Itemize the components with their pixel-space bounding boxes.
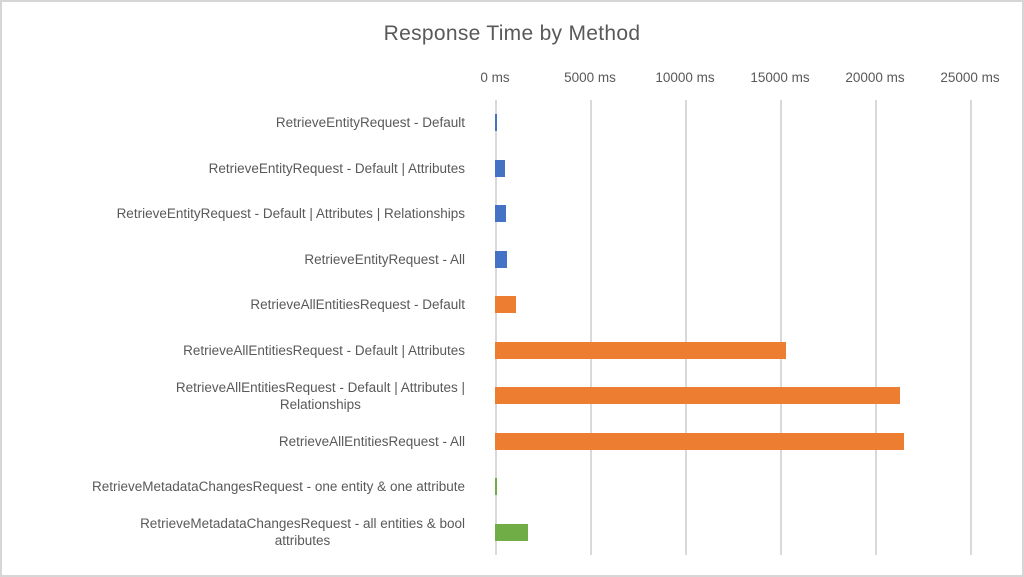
bar: [495, 523, 529, 541]
category-label-line: RetrieveMetadataChangesRequest - one ent…: [92, 479, 465, 495]
category-label: RetrieveEntityRequest - Default: [276, 114, 465, 131]
category-label: RetrieveEntityRequest - Default | Attrib…: [117, 205, 465, 222]
bar: [495, 114, 498, 132]
bar-row: [495, 328, 1022, 374]
category-label: RetrieveEntityRequest - All: [304, 251, 465, 268]
category-label-line: RetrieveEntityRequest - All: [304, 251, 465, 267]
gridline: [495, 100, 497, 555]
category-label: RetrieveAllEntitiesRequest - Default | A…: [176, 379, 465, 413]
bar: [495, 205, 506, 223]
category-label: RetrieveAllEntitiesRequest - Default: [250, 296, 465, 313]
category-label-line: Relationships: [279, 396, 361, 412]
chart-title: Response Time by Method: [383, 22, 641, 45]
x-axis-tick-label: 10000 ms: [655, 70, 715, 85]
bar-row: [495, 191, 1022, 237]
x-axis-tick-label: 20000 ms: [845, 70, 905, 85]
x-axis-tick-label: 25000 ms: [940, 70, 1000, 85]
category-label-line: RetrieveAllEntitiesRequest - Default | A…: [183, 342, 465, 358]
category-label: RetrieveAllEntitiesRequest - Default | A…: [183, 342, 465, 359]
bar-row: [495, 419, 1022, 465]
x-axis: 0 ms 5000 ms 10000 ms 15000 ms 20000 ms 25000…: [2, 70, 1022, 88]
bar-row: [495, 146, 1022, 192]
bar-row: [495, 100, 1022, 146]
x-axis-tick-label: 0 ms: [480, 70, 510, 85]
bar: [495, 341, 786, 359]
bar: [495, 296, 516, 314]
bar-row: [495, 373, 1022, 419]
category-label-line: attributes: [274, 533, 331, 549]
bar: [495, 250, 507, 268]
gridline: [685, 100, 687, 555]
category-label: RetrieveEntityRequest - Default | Attrib…: [209, 160, 465, 177]
bar-row: [495, 464, 1022, 510]
category-axis: RetrieveEntityRequest - Default RetrieveE…: [4, 100, 480, 555]
x-axis-tick-label: 15000 ms: [750, 70, 810, 85]
bar-row: [495, 510, 1022, 556]
category-label-line: RetrieveEntityRequest - Default | Attrib…: [116, 206, 465, 222]
gridline: [970, 100, 972, 555]
category-label-line: RetrieveEntityRequest - Default: [275, 115, 465, 131]
gridline: [780, 100, 782, 555]
category-label: RetrieveAllEntitiesRequest - All: [279, 433, 465, 450]
category-label-line: RetrieveAllEntitiesRequest - Default | A…: [175, 379, 465, 395]
category-label: RetrieveMetadataChangesRequest - one ent…: [92, 478, 465, 495]
category-label-line: RetrieveAllEntitiesRequest - Default: [250, 297, 465, 313]
bar: [495, 159, 506, 177]
bar: [495, 478, 498, 496]
bar: [495, 432, 904, 450]
gridline: [590, 100, 592, 555]
category-label-line: RetrieveMetadataChangesRequest - all ent…: [140, 516, 465, 532]
plot-area: [495, 100, 1022, 556]
category-label-line: RetrieveAllEntitiesRequest - All: [278, 433, 465, 449]
bar-row: [495, 237, 1022, 283]
category-label: RetrieveMetadataChangesRequest - all ent…: [140, 515, 465, 549]
bar: [495, 387, 900, 405]
gridline: [875, 100, 877, 555]
bar-row: [495, 282, 1022, 328]
category-label-line: RetrieveEntityRequest - Default | Attrib…: [208, 160, 465, 176]
x-axis-tick-label: 5000 ms: [564, 70, 616, 85]
